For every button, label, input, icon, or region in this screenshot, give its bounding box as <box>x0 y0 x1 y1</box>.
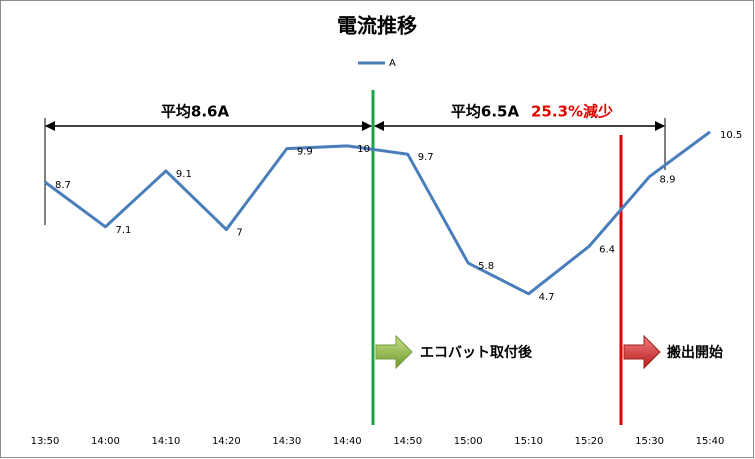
event-arrow <box>375 334 413 370</box>
data-label: 10.5 <box>720 130 742 141</box>
data-label: 8.9 <box>660 175 676 186</box>
data-label: 7.1 <box>115 225 131 236</box>
x-tick-label: 14:40 <box>333 436 362 447</box>
data-label: 6.4 <box>599 244 615 255</box>
data-label: 8.7 <box>55 180 71 191</box>
legend-label: A <box>389 58 396 69</box>
data-label: 7 <box>236 228 242 239</box>
x-tick-label: 15:00 <box>454 436 483 447</box>
annotation: 平均8.6A <box>161 103 230 121</box>
data-label: 9.1 <box>176 169 192 180</box>
x-tick-label: 13:50 <box>31 436 60 447</box>
data-label: 9.7 <box>418 152 434 163</box>
x-tick-label: 15:30 <box>635 436 664 447</box>
x-tick-label: 14:20 <box>212 436 241 447</box>
x-tick-label: 14:00 <box>91 436 120 447</box>
x-tick-label: 14:30 <box>272 436 301 447</box>
x-tick-label: 15:10 <box>514 436 543 447</box>
annotation: 搬出開始 <box>667 344 723 361</box>
annotation: 平均6.5A <box>451 103 520 121</box>
event-arrow <box>623 334 661 370</box>
annotation: 25.3%減少 <box>531 103 613 121</box>
x-tick-label: 15:40 <box>696 436 725 447</box>
chart-title: 電流推移 <box>337 14 417 38</box>
data-line <box>44 130 711 296</box>
x-tick-label: 15:20 <box>575 436 604 447</box>
data-label: 9.9 <box>297 147 313 158</box>
annotation: エコバット取付後 <box>420 344 533 361</box>
data-label: 10 <box>357 144 370 155</box>
x-tick-label: 14:50 <box>393 436 422 447</box>
data-label: 4.7 <box>539 292 555 303</box>
x-tick-label: 14:10 <box>151 436 180 447</box>
data-label: 5.8 <box>478 261 494 272</box>
